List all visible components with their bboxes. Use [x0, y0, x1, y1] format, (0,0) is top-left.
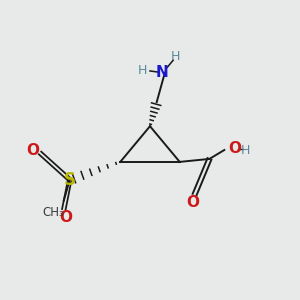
Text: O: O: [187, 195, 200, 210]
Text: CH₃: CH₃: [43, 206, 64, 219]
Text: O: O: [59, 210, 72, 225]
Text: O: O: [26, 142, 39, 158]
Text: H: H: [138, 64, 147, 77]
Text: S: S: [64, 171, 76, 189]
Text: H: H: [171, 50, 180, 63]
Text: O: O: [228, 141, 241, 156]
Text: N: N: [155, 65, 168, 80]
Text: H: H: [241, 143, 250, 157]
